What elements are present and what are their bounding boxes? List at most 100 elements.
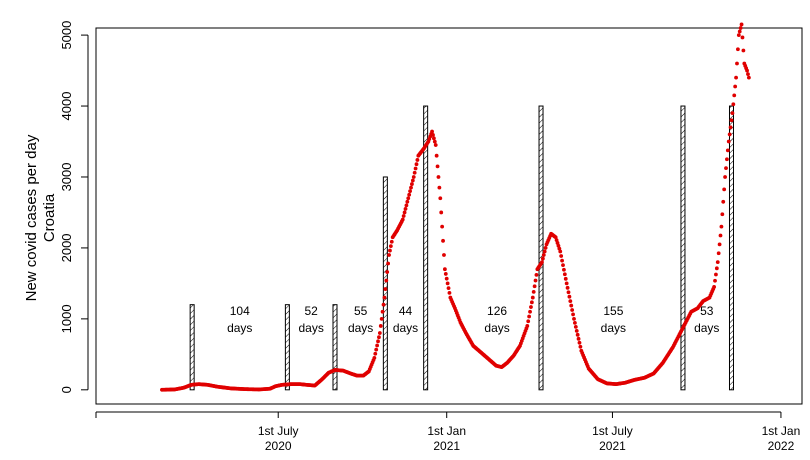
data-point bbox=[411, 175, 416, 179]
data-point bbox=[740, 35, 745, 40]
data-point bbox=[431, 133, 435, 137]
x-tick-label-line2: 2020 bbox=[265, 439, 292, 453]
data-point bbox=[528, 309, 532, 314]
data-point bbox=[716, 251, 721, 256]
x-tick-label-line1: 1st Jan bbox=[427, 424, 466, 438]
data-point bbox=[381, 302, 386, 307]
data-point bbox=[725, 148, 730, 153]
data-point bbox=[542, 249, 547, 254]
data-point bbox=[727, 132, 732, 137]
interval-days-unit: days bbox=[484, 321, 509, 335]
data-point bbox=[566, 290, 571, 295]
data-point bbox=[372, 355, 377, 360]
data-point bbox=[440, 224, 445, 229]
x-tick-label-line1: 1st July bbox=[592, 424, 633, 438]
data-point bbox=[434, 153, 439, 158]
data-point bbox=[442, 267, 447, 272]
data-point bbox=[733, 84, 738, 89]
data-point bbox=[530, 295, 535, 300]
data-point bbox=[436, 175, 441, 179]
data-point bbox=[717, 242, 722, 247]
data-point bbox=[414, 162, 419, 167]
data-point bbox=[401, 214, 406, 218]
data-point bbox=[725, 157, 729, 162]
data-point bbox=[718, 233, 723, 238]
y-axis-label-line2: Croatia bbox=[41, 193, 58, 242]
data-point bbox=[746, 72, 750, 77]
interval-days-unit: days bbox=[299, 321, 324, 335]
x-tick-label-line2: 2022 bbox=[768, 439, 795, 453]
data-point bbox=[400, 217, 405, 222]
data-point bbox=[724, 166, 728, 171]
data-point bbox=[525, 324, 530, 328]
data-point bbox=[736, 47, 740, 52]
interval-marker bbox=[680, 105, 686, 391]
data-point bbox=[562, 267, 566, 272]
data-point bbox=[385, 270, 390, 274]
interval-marker bbox=[284, 304, 290, 391]
data-point bbox=[730, 111, 735, 116]
data-point bbox=[541, 253, 546, 257]
data-point bbox=[433, 143, 438, 147]
data-point bbox=[402, 210, 407, 215]
plot-frame bbox=[95, 27, 803, 405]
interval-markers bbox=[189, 105, 734, 391]
data-point bbox=[384, 278, 389, 283]
data-point bbox=[739, 22, 744, 27]
data-point bbox=[410, 178, 415, 183]
data-point bbox=[415, 158, 420, 162]
interval-days-value: 44 bbox=[399, 304, 413, 318]
data-point bbox=[407, 192, 412, 197]
data-point bbox=[437, 185, 442, 190]
data-point bbox=[741, 48, 746, 53]
interval-days-unit: days bbox=[601, 321, 626, 335]
data-point bbox=[529, 305, 533, 309]
data-point bbox=[726, 139, 731, 144]
interval-marker bbox=[382, 176, 388, 391]
data-point bbox=[565, 285, 570, 290]
x-tick-label-line2: 2021 bbox=[599, 439, 626, 453]
data-point bbox=[712, 285, 716, 289]
data-point bbox=[408, 189, 412, 194]
interval-days-unit: days bbox=[227, 321, 252, 335]
data-point bbox=[412, 170, 417, 175]
data-point bbox=[745, 68, 749, 73]
data-point bbox=[405, 199, 410, 204]
interval-days-value: 53 bbox=[700, 304, 714, 318]
data-point bbox=[388, 244, 393, 249]
data-point bbox=[714, 272, 718, 277]
data-point bbox=[380, 309, 385, 314]
data-point bbox=[567, 294, 572, 299]
data-point bbox=[406, 196, 411, 201]
data-point bbox=[438, 196, 443, 201]
data-point bbox=[713, 278, 717, 283]
interval-days-value: 52 bbox=[305, 304, 319, 318]
data-point bbox=[526, 319, 531, 324]
data-point bbox=[432, 139, 437, 144]
data-point bbox=[737, 29, 742, 34]
y-tick-label: 1000 bbox=[59, 304, 74, 333]
data-point bbox=[728, 125, 733, 130]
data-point bbox=[441, 238, 445, 243]
interval-days-value: 55 bbox=[354, 304, 368, 318]
data-point bbox=[534, 272, 539, 277]
interval-days-value: 126 bbox=[487, 304, 507, 318]
data-point bbox=[575, 332, 580, 337]
y-tick-label: 4000 bbox=[59, 92, 74, 121]
data-point bbox=[527, 314, 532, 319]
data-point bbox=[571, 312, 575, 317]
data-point bbox=[377, 335, 381, 340]
interval-days-unit: days bbox=[348, 321, 373, 335]
data-point bbox=[715, 260, 720, 265]
data-point bbox=[577, 340, 582, 345]
data-point bbox=[375, 343, 380, 348]
data-point bbox=[386, 261, 391, 266]
data-point bbox=[532, 284, 537, 289]
data-point bbox=[529, 300, 534, 305]
data-point bbox=[563, 276, 568, 281]
data-point bbox=[444, 276, 449, 281]
x-tick-label-line1: 1st July bbox=[258, 424, 299, 438]
interval-days-unit: days bbox=[694, 321, 719, 335]
interval-marker bbox=[538, 105, 544, 391]
data-point bbox=[404, 203, 409, 208]
